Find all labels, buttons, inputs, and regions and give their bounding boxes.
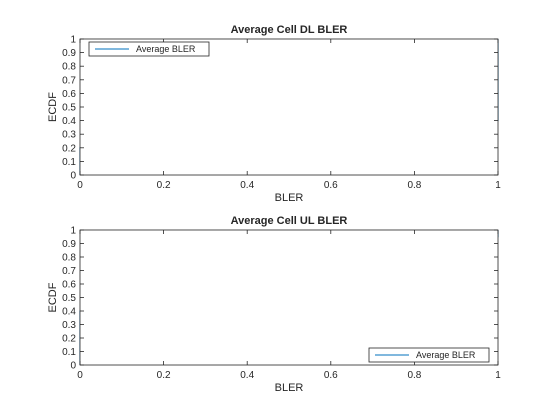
y-tick-label: 0.9 (62, 239, 76, 250)
x-tick-label: 0.4 (240, 180, 254, 191)
chart-title: Average Cell DL BLER (231, 24, 348, 36)
x-tick-label: 1 (495, 370, 501, 381)
y-tick-label: 0.3 (62, 130, 76, 141)
y-tick-label: 0 (70, 361, 76, 372)
y-tick-label: 1 (70, 226, 76, 237)
legend-box (368, 347, 490, 363)
y-tick-label: 0.2 (62, 334, 76, 345)
chart-title: Average Cell UL BLER (231, 215, 348, 227)
legend: Average BLER (88, 41, 210, 57)
y-tick-label: 0.5 (62, 103, 76, 114)
x-tick-label: 0.4 (240, 370, 254, 381)
y-tick-label: 0.1 (62, 347, 76, 358)
y-tick-label: 0 (70, 171, 76, 182)
y-tick-label: 0.8 (62, 253, 76, 264)
x-tick-label: 0.2 (157, 180, 171, 191)
legend-box (88, 41, 210, 57)
y-tick-label: 0.3 (62, 320, 76, 331)
x-tick-label: 0.6 (324, 370, 338, 381)
subplot-2: 0 0.2 0.4 0.6 0.8 1 0 0.1 0.2 0.3 0.4 0.5 0.6 0.7 0.8 0… (47, 215, 501, 394)
x-axis-label: BLER (275, 382, 304, 394)
y-tick-label: 0.7 (62, 266, 76, 277)
subplot-1: 0 0.2 0.4 0.6 0.8 1 0 0.1 0.2 0.3 0.4 0.5 0.6 0.7 0.8 0… (47, 24, 501, 204)
legend-entry-label: Average BLER (416, 350, 476, 360)
y-tick-label: 0.2 (62, 143, 76, 154)
y-tick-label: 0.4 (62, 307, 76, 318)
legend: Average BLER (368, 347, 490, 363)
y-tick-label: 0.6 (62, 280, 76, 291)
x-tick-label: 0.2 (157, 370, 171, 381)
x-tick-label: 1 (495, 180, 501, 191)
y-tick-label: 0.5 (62, 293, 76, 304)
x-axis-label: BLER (275, 192, 304, 204)
x-tick-label: 0 (77, 370, 83, 381)
y-tick-label: 0.4 (62, 116, 76, 127)
y-tick-label: 0.8 (62, 62, 76, 73)
y-axis-label: ECDF (47, 282, 59, 312)
x-tick-label: 0.8 (407, 180, 421, 191)
x-tick-label: 0 (77, 180, 83, 191)
axes-frame (79, 38, 499, 176)
y-tick-label: 0.7 (62, 75, 76, 86)
y-tick-label: 0.1 (62, 157, 76, 168)
legend-entry-label: Average BLER (136, 44, 196, 54)
y-tick-label: 0.6 (62, 89, 76, 100)
y-tick-label: 0.9 (62, 48, 76, 59)
x-tick-label: 0.8 (407, 370, 421, 381)
y-axis-label: ECDF (47, 92, 59, 122)
axes-frame (79, 229, 499, 366)
y-tick-label: 1 (70, 35, 76, 46)
x-tick-label: 0.6 (324, 180, 338, 191)
